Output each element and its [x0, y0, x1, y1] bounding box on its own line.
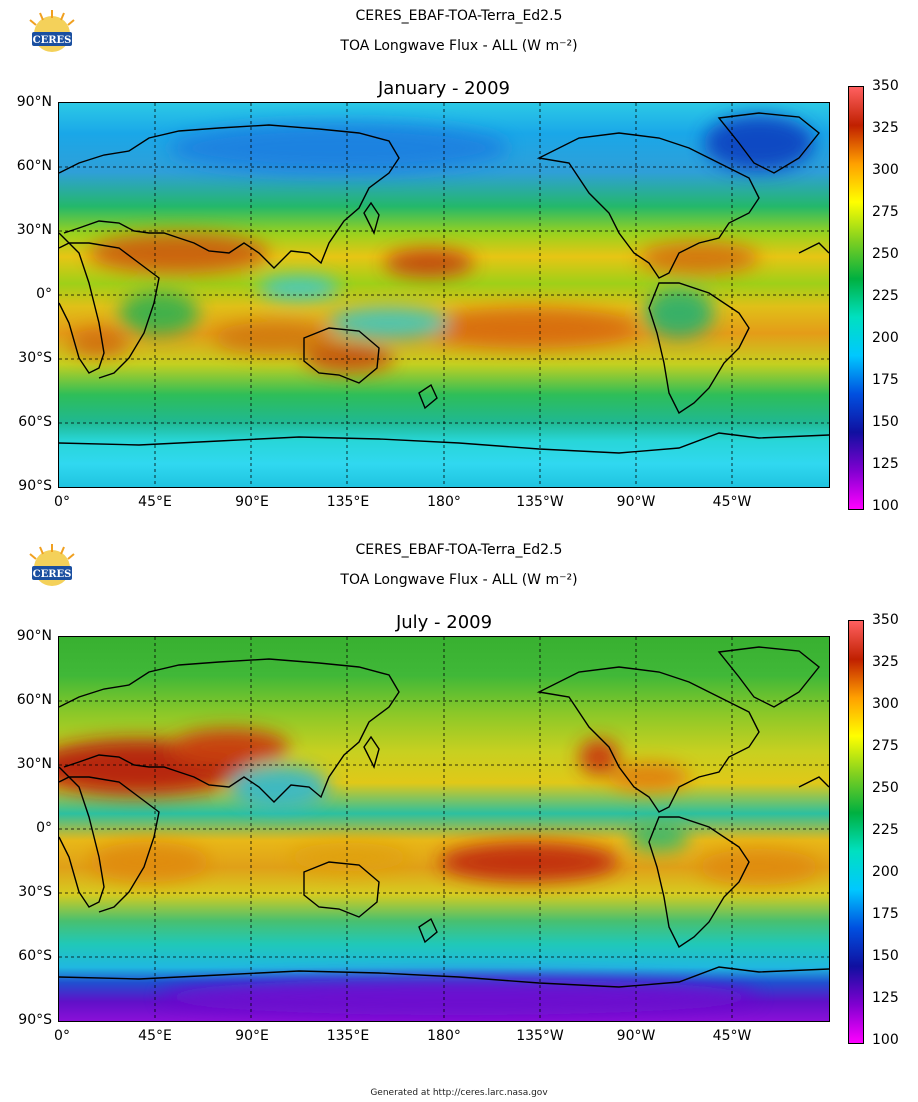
coastlines [59, 646, 829, 988]
ceres-logo-icon: CERES [29, 544, 75, 586]
graticule [59, 637, 829, 1021]
lat-label: 30°N [16, 222, 52, 238]
graticule [59, 103, 829, 487]
lon-label: 180° [427, 494, 461, 510]
flux-map-svg [59, 637, 829, 1021]
lon-label: 90°W [616, 1028, 656, 1044]
variable-title: TOA Longwave Flux - ALL (W m⁻²) [340, 572, 578, 588]
lon-label: 45°W [712, 494, 752, 510]
lat-label: 60°S [18, 948, 52, 964]
lon-label: 180° [427, 1028, 461, 1044]
colorbar-tick: 350 [872, 612, 899, 628]
map-title: July - 2009 [395, 612, 493, 633]
lat-label: 60°S [18, 414, 52, 430]
colorbar-tick: 125 [872, 990, 899, 1006]
dataset-title: CERES_EBAF-TOA-Terra_Ed2.5 [355, 542, 563, 558]
colorbar-tick: 300 [872, 162, 899, 178]
ceres-logo-icon: CERES [29, 10, 75, 52]
lat-label: 0° [36, 820, 52, 836]
lat-label: 0° [36, 286, 52, 302]
colorbar-tick: 275 [872, 738, 899, 754]
logo-text: CERES [33, 569, 72, 580]
colorbar-tick: 225 [872, 288, 899, 304]
lat-label: 30°S [18, 884, 52, 900]
lat-label: 90°S [18, 1012, 52, 1028]
colorbar-tick: 200 [872, 864, 899, 880]
lat-label: 90°S [18, 478, 52, 494]
lon-label: 90°E [235, 1028, 269, 1044]
lon-label: 45°W [712, 1028, 752, 1044]
coastlines [59, 112, 829, 454]
flux-map-svg [59, 103, 829, 487]
colorbar-tick: 125 [872, 456, 899, 472]
lat-label: 60°N [16, 158, 52, 174]
lon-label: 90°W [616, 494, 656, 510]
lon-label: 135°E [326, 494, 370, 510]
lon-label: 135°W [516, 494, 564, 510]
lon-label: 135°E [326, 1028, 370, 1044]
lon-label: 45°E [138, 494, 172, 510]
lon-label: 0° [54, 494, 70, 510]
flux-map [58, 102, 830, 488]
lat-label: 30°S [18, 350, 52, 366]
variable-title: TOA Longwave Flux - ALL (W m⁻²) [340, 38, 578, 54]
lat-label: 90°N [16, 94, 52, 110]
colorbar-tick: 175 [872, 372, 899, 388]
colorbar-tick: 325 [872, 120, 899, 136]
colorbar [848, 620, 864, 1044]
colorbar-tick: 300 [872, 696, 899, 712]
footer-credit: Generated at http://ceres.larc.nasa.gov [370, 1088, 548, 1098]
lon-label: 0° [54, 1028, 70, 1044]
lon-label: 90°E [235, 494, 269, 510]
lon-label: 135°W [516, 1028, 564, 1044]
colorbar-tick: 275 [872, 204, 899, 220]
flux-map [58, 636, 830, 1022]
lat-label: 60°N [16, 692, 52, 708]
lat-label: 30°N [16, 756, 52, 772]
colorbar-tick: 100 [872, 1032, 899, 1048]
colorbar [848, 86, 864, 510]
map-title: January - 2009 [378, 78, 510, 99]
colorbar-tick: 350 [872, 78, 899, 94]
colorbar-tick: 150 [872, 948, 899, 964]
colorbar-tick: 325 [872, 654, 899, 670]
colorbar-tick: 175 [872, 906, 899, 922]
lon-label: 45°E [138, 1028, 172, 1044]
colorbar-tick: 150 [872, 414, 899, 430]
dataset-title: CERES_EBAF-TOA-Terra_Ed2.5 [355, 8, 563, 24]
july-panel: CERES CERES_EBAF-TOA-Terra_Ed2.5 TOA Lon… [0, 534, 918, 1054]
logo-text: CERES [33, 35, 72, 46]
colorbar-tick: 200 [872, 330, 899, 346]
january-panel: CERES CERES_EBAF-TOA-Terra_Ed2.5 TOA Lon… [0, 0, 918, 520]
colorbar-tick: 225 [872, 822, 899, 838]
lat-label: 90°N [16, 628, 52, 644]
colorbar-tick: 250 [872, 246, 899, 262]
colorbar-tick: 100 [872, 498, 899, 514]
colorbar-tick: 250 [872, 780, 899, 796]
